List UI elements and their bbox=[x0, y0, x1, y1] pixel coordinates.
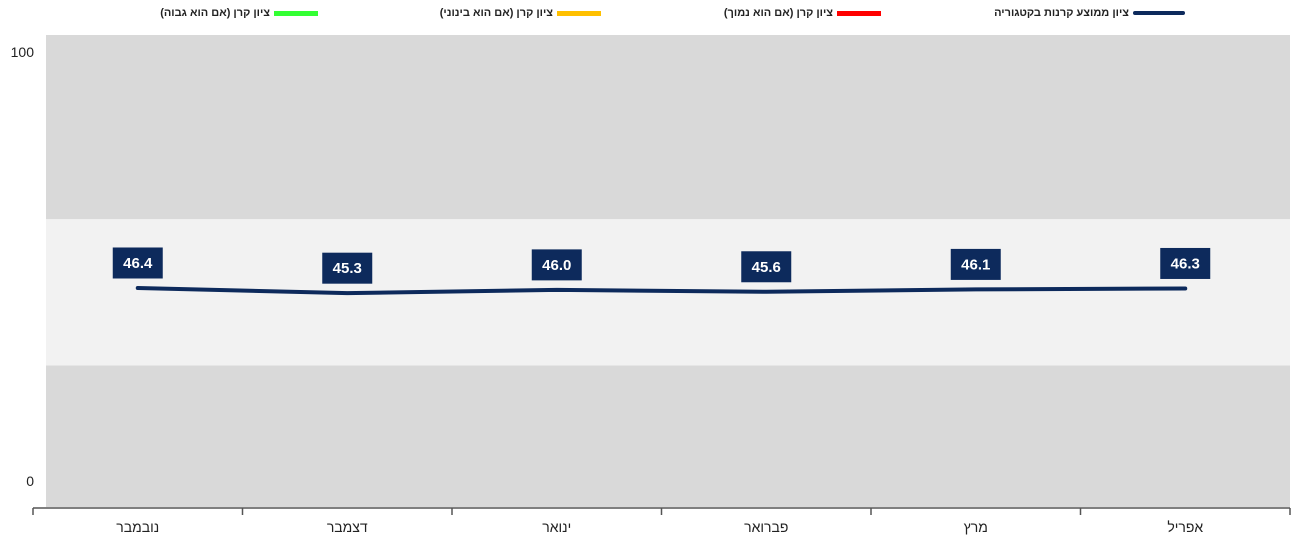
legend-swatch-fund-high bbox=[274, 10, 318, 16]
x-tick-label-6: אפריל bbox=[1167, 519, 1203, 535]
legend-label-fund-low: ציון קרן (אם הוא נמוך) bbox=[723, 7, 833, 19]
data-label-box-1 bbox=[112, 247, 163, 279]
data-label-4: 45.6 bbox=[752, 259, 781, 276]
data-label-3: 46.0 bbox=[542, 257, 571, 274]
legend-swatch-fund-medium bbox=[557, 10, 601, 16]
legend-label-fund-medium: ציון קרן (אם הוא בינוני) bbox=[439, 7, 553, 19]
data-label-6: 46.3 bbox=[1171, 255, 1200, 272]
data-label-box-2 bbox=[322, 252, 373, 284]
background-band-3 bbox=[46, 35, 1290, 220]
legend-item-fund-medium: ציון קרן (אם הוא בינוני) bbox=[440, 7, 601, 19]
x-tick-label-3: ינואר bbox=[542, 519, 571, 535]
data-label-2: 45.3 bbox=[333, 260, 362, 277]
data-label-1: 46.4 bbox=[123, 255, 153, 272]
x-tick-label-4: פברואר bbox=[744, 519, 788, 535]
x-tick-label-5: מרץ bbox=[964, 519, 988, 535]
chart-legend: ציון ממוצע קרנות בקטגוריה ציון קרן (אם ה… bbox=[0, 4, 1293, 26]
x-tick-label-2: דצמבר bbox=[327, 519, 368, 535]
legend-item-fund-low: ציון קרן (אם הוא נמוך) bbox=[724, 7, 881, 19]
data-label-box-5 bbox=[950, 248, 1001, 280]
data-label-box-6 bbox=[1160, 247, 1211, 279]
series-line-category-average bbox=[135, 285, 1188, 296]
legend-item-fund-high: ציון קרן (אם הוא גבוה) bbox=[160, 7, 318, 19]
data-label-box-3 bbox=[531, 249, 582, 281]
y-tick-label-0: 0 bbox=[26, 473, 34, 489]
legend-label-fund-high: ציון קרן (אם הוא גבוה) bbox=[160, 7, 270, 19]
y-tick-label-100: 100 bbox=[11, 44, 35, 60]
legend-swatch-fund-low bbox=[837, 10, 881, 16]
x-tick-label-1: נובמבר bbox=[116, 519, 159, 535]
background-band-1 bbox=[46, 365, 1290, 507]
data-label-box-4 bbox=[741, 251, 792, 283]
legend-swatch-category-average bbox=[1133, 11, 1185, 15]
legend-label-category-average: ציון ממוצע קרנות בקטגוריה bbox=[994, 7, 1129, 19]
legend-item-category-average: ציון ממוצע קרנות בקטגוריה bbox=[994, 7, 1185, 19]
data-label-5: 46.1 bbox=[961, 256, 990, 273]
